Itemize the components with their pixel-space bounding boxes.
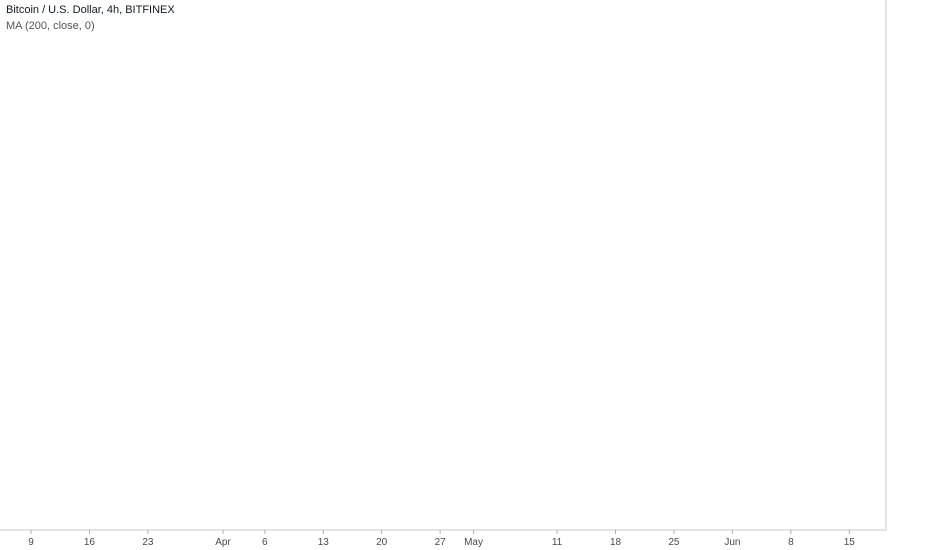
time-tick-label: 23	[142, 537, 154, 548]
time-tick-label: 15	[844, 537, 856, 548]
symbol-title[interactable]: Bitcoin / U.S. Dollar, 4h, BITFINEX	[6, 4, 175, 16]
time-tick-label: 13	[318, 537, 330, 548]
time-tick-label: Apr	[215, 537, 231, 548]
time-tick-label: 11	[552, 537, 563, 548]
time-tick-label: 25	[668, 537, 680, 548]
time-tick-label: 8	[788, 537, 794, 548]
time-tick-label: 27	[435, 537, 447, 548]
time-tick-label: Jun	[724, 537, 740, 548]
time-axis[interactable]: 9 16 23 Apr 6 13 20 27 May 11 18 25 Jun 8 15	[28, 530, 855, 548]
time-tick-label: 18	[610, 537, 622, 548]
chart-background	[0, 0, 886, 530]
time-tick-label: 20	[376, 537, 388, 548]
time-tick-label: May	[464, 537, 483, 548]
time-tick-label: 6	[262, 537, 268, 548]
time-tick-label: 9	[28, 537, 34, 548]
time-tick-label: 16	[84, 537, 96, 548]
indicator-legend[interactable]: MA (200, close, 0)	[6, 20, 95, 32]
